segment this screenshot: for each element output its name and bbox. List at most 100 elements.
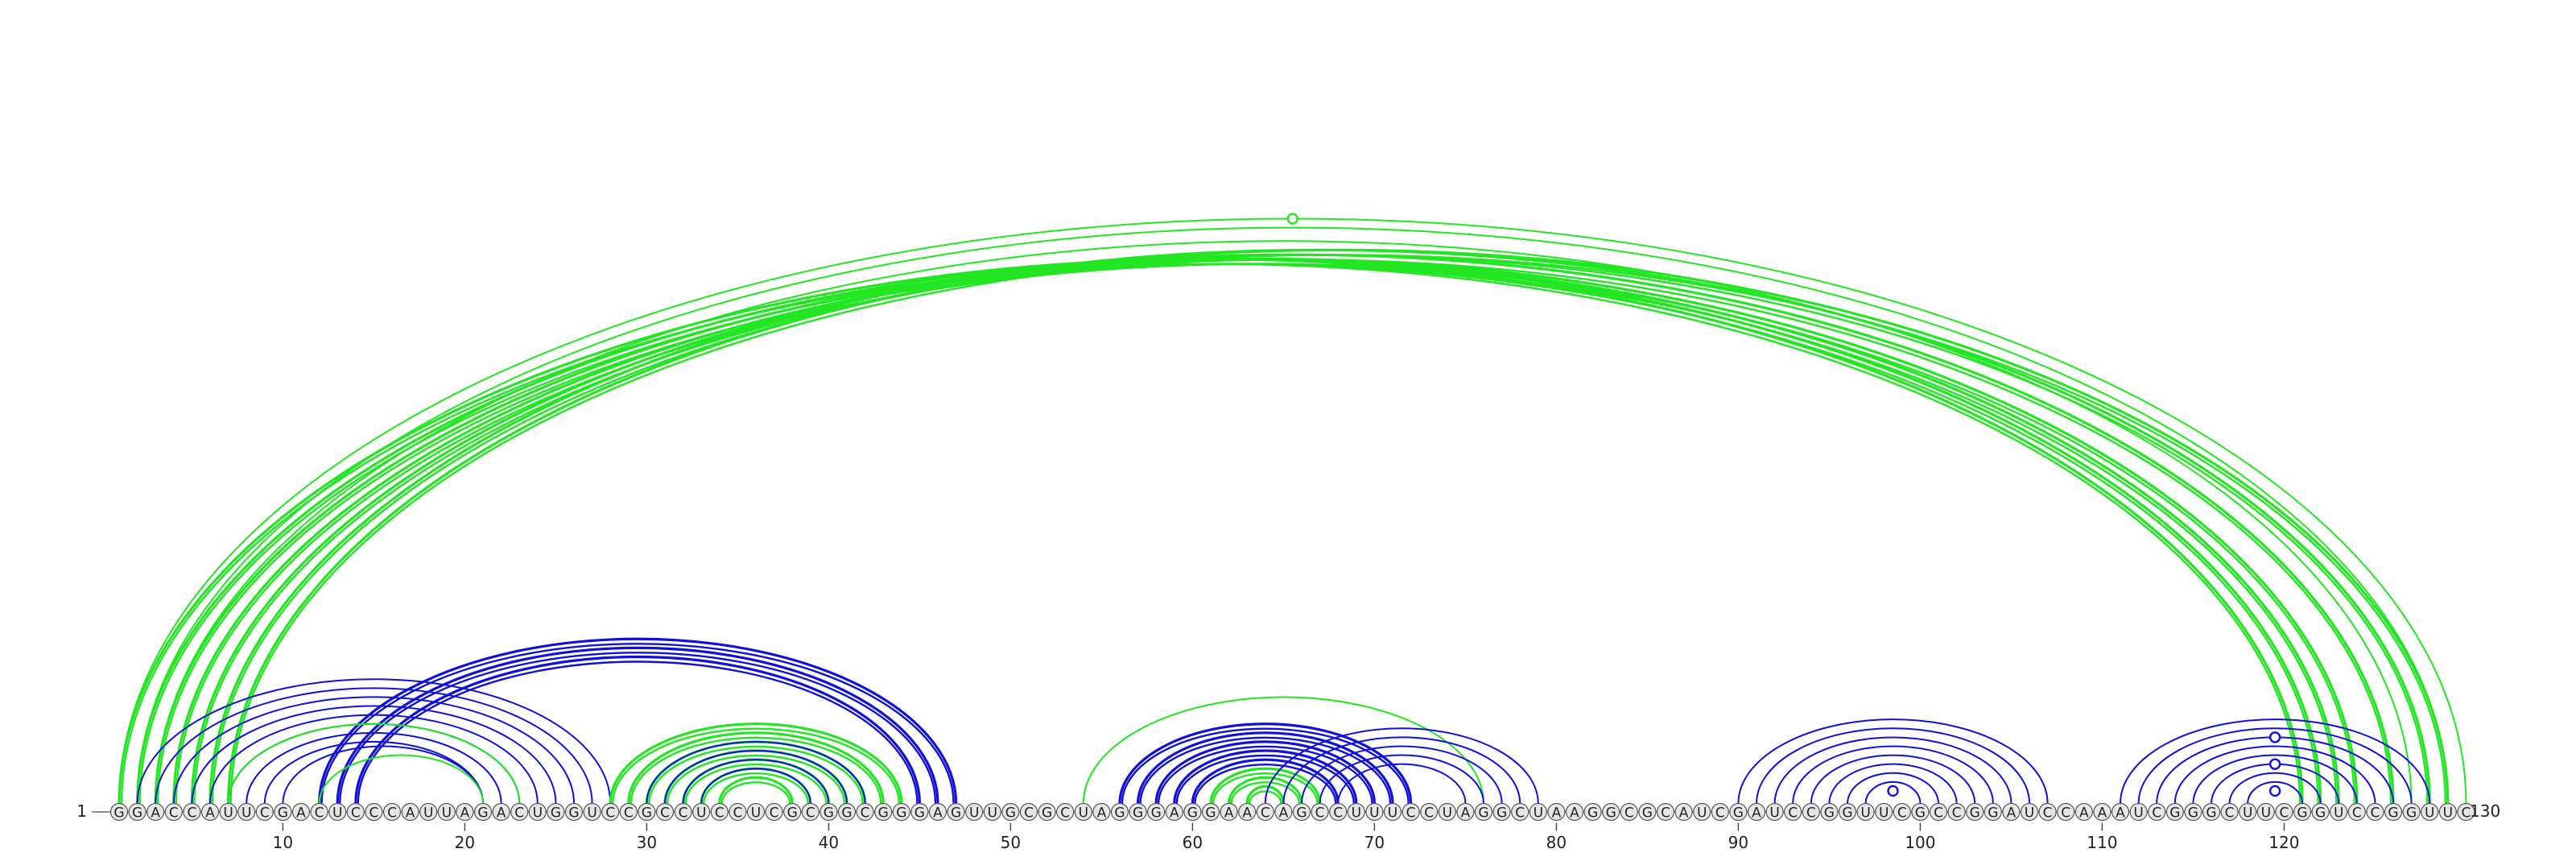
nucleotide-circle xyxy=(601,802,620,822)
nucleotide-letter: C xyxy=(2279,805,2289,822)
base-pair-arc xyxy=(320,643,955,804)
nucleotide-circle xyxy=(1056,802,1075,822)
nucleotide-circle xyxy=(382,802,402,822)
nucleotide-letter: U xyxy=(423,805,433,822)
nucleotide-circle xyxy=(1820,802,1839,822)
base-pair-arc xyxy=(1282,736,1521,804)
base-pair-arc xyxy=(190,253,2395,804)
nucleotide-circle xyxy=(2165,802,2184,822)
nucleotide-circle xyxy=(291,802,311,822)
base-pair-arc xyxy=(1245,785,1285,804)
nucleotide-letter: C xyxy=(2152,805,2161,822)
nucleotide-circle xyxy=(2020,802,2039,822)
nucleotide-letter: U xyxy=(1860,805,1870,822)
nucleotide-letter: G xyxy=(1606,805,1616,822)
nucleotide-circle xyxy=(1129,802,1147,822)
nucleotide-circle xyxy=(801,802,819,822)
base-pair-arc xyxy=(1154,740,1376,804)
base-pair-arc xyxy=(1139,736,1392,804)
nucleotide-letter: C xyxy=(1788,805,1798,822)
base-pair-arc xyxy=(357,660,919,804)
nucleotide-letter: G xyxy=(1114,805,1125,822)
nucleotide-circle xyxy=(128,802,147,822)
nucleotide-letter: G xyxy=(551,805,561,822)
nucleotide-circle xyxy=(2347,802,2366,822)
nucleotide-letter: G xyxy=(2315,805,2326,822)
nucleotide-circle xyxy=(528,802,547,822)
nucleotide-letter: C xyxy=(2461,805,2471,822)
base-pair-arc xyxy=(1249,790,1282,804)
nucleotide-circle xyxy=(473,802,493,822)
nucleotide-circle xyxy=(1929,802,1948,822)
nucleotide-letter: C xyxy=(1515,805,1525,822)
nucleotide-circle xyxy=(1038,802,1056,822)
nucleotide-letter: U xyxy=(587,805,597,822)
nucleotide-letter: G xyxy=(1642,805,1653,822)
base-pair-arc xyxy=(1209,767,1322,804)
nucleotide-letter: A xyxy=(1552,805,1562,822)
base-pair-arc xyxy=(609,722,903,804)
nucleotide-circle xyxy=(1474,802,1493,822)
base-pair-arc xyxy=(1158,745,1373,804)
nucleotide-circle xyxy=(2148,802,2166,822)
base-pair-arc xyxy=(2247,780,2303,804)
nucleotide-letter: C xyxy=(1661,805,1670,822)
base-pair-arc xyxy=(211,254,2429,804)
base-pair-arc xyxy=(155,240,2413,804)
nucleotide-circle xyxy=(1711,802,1729,822)
nucleotide-letter: A xyxy=(1170,805,1179,822)
nucleotide-circle xyxy=(419,802,438,822)
nucleotide-letter: C xyxy=(2352,805,2362,822)
base-pair-arc xyxy=(1792,745,1994,804)
nucleotide-circle xyxy=(401,802,419,822)
nucleotide-circle xyxy=(856,802,874,822)
base-pair-arc xyxy=(1194,763,1337,804)
nucleotide-letter: G xyxy=(1478,805,1488,822)
base-pair-arc xyxy=(282,745,484,804)
nucleotide-circle xyxy=(1329,802,1348,822)
nucleotide-circle xyxy=(1110,802,1129,822)
nucleotide-letter: G xyxy=(278,805,288,822)
nucleotide-circle xyxy=(2184,802,2202,822)
nucleotide-letter: G xyxy=(2406,805,2417,822)
base-pair-arc xyxy=(1173,749,1358,804)
nucleotide-letter: A xyxy=(2007,805,2017,822)
nucleotide-circle xyxy=(200,802,220,822)
tick-label: 70 xyxy=(1364,833,1385,852)
base-pair-arc xyxy=(136,226,2449,804)
nucleotide-letter: C xyxy=(2061,805,2070,822)
nucleotide-letter: U xyxy=(2243,805,2252,822)
nucleotide-circle xyxy=(437,802,456,822)
nucleotide-circle xyxy=(1274,802,1293,822)
nucleotide-letter: U xyxy=(1443,805,1452,822)
base-pair-arc xyxy=(1737,718,2049,804)
nucleotide-circle xyxy=(1620,802,1638,822)
nucleotide-circle xyxy=(1911,802,1930,822)
nucleotide-letter: C xyxy=(369,805,378,822)
nucleotide-letter: U xyxy=(1388,805,1397,822)
base-pair-arc xyxy=(1121,727,1410,804)
nucleotide-letter: G xyxy=(642,805,652,822)
nucleotide-circle xyxy=(1784,802,1802,822)
nucleotide-circle xyxy=(1547,802,1566,822)
nucleotide-circle xyxy=(2038,802,2057,822)
nucleotide-letter: U xyxy=(751,805,761,822)
nucleotide-letter: U xyxy=(2334,805,2343,822)
nucleotide-circle xyxy=(1001,802,1020,822)
nucleotide-letter: G xyxy=(914,805,925,822)
base-pair-arc xyxy=(227,722,521,804)
nucleotide-circle xyxy=(456,802,474,822)
nucleotide-circle xyxy=(219,802,237,822)
nucleotide-circle xyxy=(1656,802,1675,822)
nucleotide-circle xyxy=(619,802,638,822)
nucleotide-letter: G xyxy=(1205,805,1216,822)
nucleotide-circle xyxy=(1074,802,1092,822)
nucleotide-letter: G xyxy=(2169,805,2180,822)
nucleotide-circle xyxy=(2311,802,2330,822)
nucleotide-letter: U xyxy=(1879,805,1889,822)
nucleotide-letter: C xyxy=(660,805,670,822)
tick-label: 50 xyxy=(1001,833,1021,852)
nucleotide-letter: C xyxy=(1624,805,1634,822)
